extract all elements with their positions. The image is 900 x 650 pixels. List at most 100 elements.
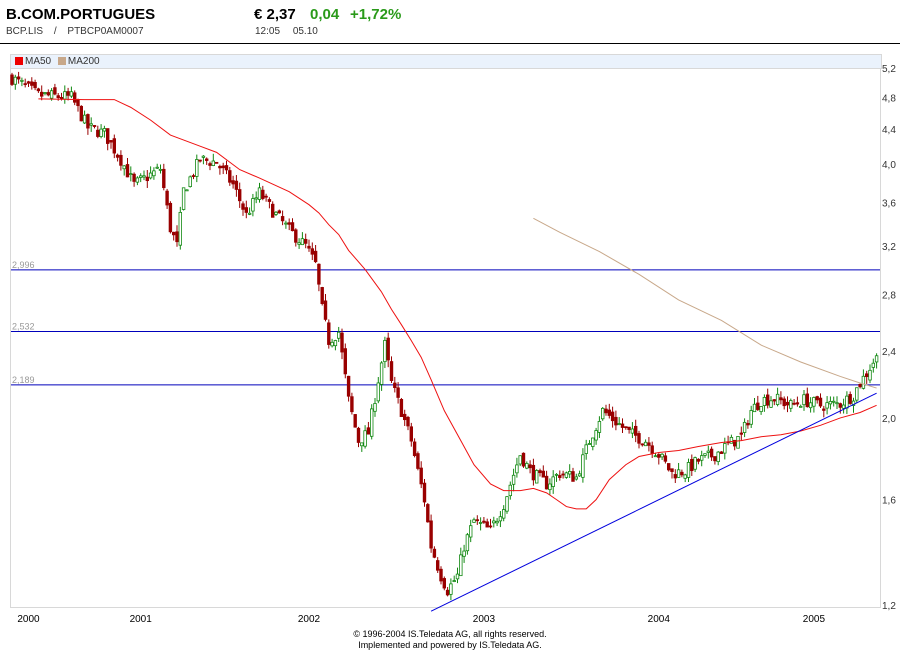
candle-down bbox=[294, 229, 298, 243]
candle-up bbox=[181, 187, 186, 210]
candle-down bbox=[822, 408, 826, 411]
y-tick-label: 4,4 bbox=[882, 125, 896, 136]
candle-up bbox=[211, 160, 215, 166]
price-change: 0,04 bbox=[310, 6, 340, 23]
candle-up bbox=[835, 402, 839, 405]
candle-up bbox=[855, 387, 859, 401]
candle-down bbox=[422, 482, 427, 503]
candle-down bbox=[610, 411, 615, 422]
candle-up bbox=[683, 474, 687, 479]
candle-up bbox=[574, 476, 578, 480]
candle-down bbox=[393, 382, 397, 389]
candle-down bbox=[280, 216, 285, 222]
candle-up bbox=[769, 400, 773, 408]
candle-down bbox=[234, 180, 239, 190]
ma50-line bbox=[38, 98, 877, 510]
candle-up bbox=[257, 187, 262, 200]
candle-up bbox=[63, 91, 67, 100]
candle-down bbox=[624, 426, 628, 429]
candle-up bbox=[548, 483, 552, 491]
candle-down bbox=[818, 397, 823, 407]
candle-down bbox=[439, 568, 443, 582]
candle-down bbox=[204, 158, 209, 161]
candle-down bbox=[558, 475, 562, 478]
y-tick-label: 2,8 bbox=[882, 291, 896, 302]
candle-down bbox=[435, 560, 440, 571]
candle-up bbox=[812, 397, 816, 407]
candle-up bbox=[703, 453, 707, 456]
candle-down bbox=[402, 413, 407, 421]
candle-down bbox=[667, 463, 671, 471]
candle-up bbox=[861, 375, 866, 389]
x-tick-label: 2000 bbox=[17, 614, 40, 625]
y-tick-label: 3,6 bbox=[882, 199, 896, 210]
candle-down bbox=[313, 250, 318, 263]
candle-up bbox=[706, 450, 710, 453]
candle-down bbox=[191, 175, 196, 177]
candle-down bbox=[785, 401, 790, 406]
plot-frame bbox=[10, 68, 881, 608]
candle-down bbox=[277, 210, 281, 214]
candle-up bbox=[676, 469, 681, 478]
legend-swatch-ma50 bbox=[15, 57, 23, 65]
candle-down bbox=[538, 470, 542, 474]
y-tick-label: 4,8 bbox=[882, 93, 896, 104]
candle-up bbox=[478, 522, 483, 524]
candle-up bbox=[643, 441, 648, 447]
candle-down bbox=[366, 427, 371, 435]
y-tick-label: 2,0 bbox=[882, 414, 896, 425]
candle-up bbox=[591, 437, 595, 447]
candle-up bbox=[462, 550, 466, 557]
candle-up bbox=[20, 79, 24, 82]
candle-down bbox=[614, 416, 618, 426]
candle-down bbox=[86, 114, 90, 129]
candle-down bbox=[224, 165, 229, 171]
candle-down bbox=[10, 74, 14, 85]
candle-up bbox=[749, 410, 753, 425]
candle-up bbox=[142, 175, 146, 178]
candle-down bbox=[858, 383, 862, 388]
support-level-label: 2,996 bbox=[12, 260, 35, 270]
candle-down bbox=[353, 414, 357, 428]
candle-up bbox=[455, 573, 460, 580]
candle-up bbox=[752, 403, 757, 413]
candle-up bbox=[459, 554, 463, 577]
candle-up bbox=[686, 462, 691, 478]
candle-down bbox=[66, 91, 70, 96]
candle-down bbox=[657, 454, 661, 458]
support-level-label: 2,189 bbox=[12, 375, 35, 385]
candle-up bbox=[584, 444, 588, 454]
candle-up bbox=[832, 400, 836, 403]
legend-label: MA200 bbox=[67, 56, 100, 67]
candle-up bbox=[729, 436, 734, 444]
candle-up bbox=[49, 90, 54, 99]
candle-down bbox=[673, 474, 677, 479]
candle-up bbox=[808, 402, 813, 409]
candle-down bbox=[175, 231, 179, 243]
candle-up bbox=[333, 340, 338, 347]
candle-up bbox=[158, 168, 163, 171]
symbol: BCP.LIS bbox=[6, 26, 44, 37]
candle-up bbox=[251, 198, 255, 212]
candle-down bbox=[389, 361, 394, 381]
candle-down bbox=[634, 425, 638, 436]
candle-up bbox=[82, 114, 87, 124]
candle-down bbox=[772, 399, 776, 402]
candle-down bbox=[270, 203, 275, 218]
candle-up bbox=[155, 166, 159, 169]
candle-down bbox=[865, 373, 869, 378]
candle-down bbox=[228, 170, 232, 183]
candle-down bbox=[680, 471, 684, 476]
candle-up bbox=[336, 331, 341, 339]
candle-down bbox=[713, 456, 717, 462]
candle-up bbox=[185, 189, 189, 192]
candle-down bbox=[690, 458, 694, 472]
candle-down bbox=[733, 439, 737, 447]
candle-up bbox=[89, 123, 93, 126]
candle-down bbox=[59, 96, 64, 100]
candle-up bbox=[195, 159, 199, 177]
candle-down bbox=[23, 83, 27, 86]
x-tick-label: 2001 bbox=[130, 614, 153, 625]
candle-up bbox=[630, 428, 635, 434]
candle-down bbox=[320, 287, 324, 304]
